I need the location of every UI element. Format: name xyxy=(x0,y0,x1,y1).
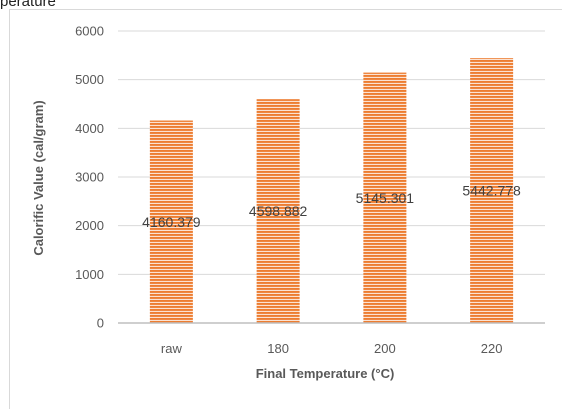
bar-200 xyxy=(363,72,407,323)
x-tick-label: 180 xyxy=(267,341,289,356)
y-tick-label: 3000 xyxy=(75,170,104,185)
x-tick-label: 220 xyxy=(481,341,503,356)
x-tick-label: 200 xyxy=(374,341,396,356)
bar-raw xyxy=(149,120,193,323)
x-axis: raw 180 200 220 xyxy=(118,322,545,356)
x-axis-title: Final Temperature (°C) xyxy=(256,366,395,381)
bar-220 xyxy=(470,58,514,324)
y-tick-label: 2000 xyxy=(75,218,104,233)
header-fragment: perature xyxy=(0,0,56,10)
y-tick-label: 0 xyxy=(97,316,104,331)
data-labels: 4160.379 4598.882 5145.301 5442.778 xyxy=(142,183,521,230)
y-tick-label: 5000 xyxy=(75,72,104,87)
y-tick-label: 6000 xyxy=(75,24,104,39)
data-label-180: 4598.882 xyxy=(249,203,308,219)
chart-frame xyxy=(9,9,562,409)
y-axis: 0 1000 2000 3000 4000 5000 6000 xyxy=(75,24,104,331)
data-label-220: 5442.778 xyxy=(462,183,521,199)
bars xyxy=(149,58,514,324)
y-axis-title: Calorific Value (cal/gram) xyxy=(31,100,46,255)
y-tick-label: 4000 xyxy=(75,121,104,136)
bar-180 xyxy=(256,99,300,323)
data-label-200: 5145.301 xyxy=(356,190,415,206)
data-label-raw: 4160.379 xyxy=(142,214,201,230)
y-tick-label: 1000 xyxy=(75,267,104,282)
x-tick-label: raw xyxy=(161,341,183,356)
